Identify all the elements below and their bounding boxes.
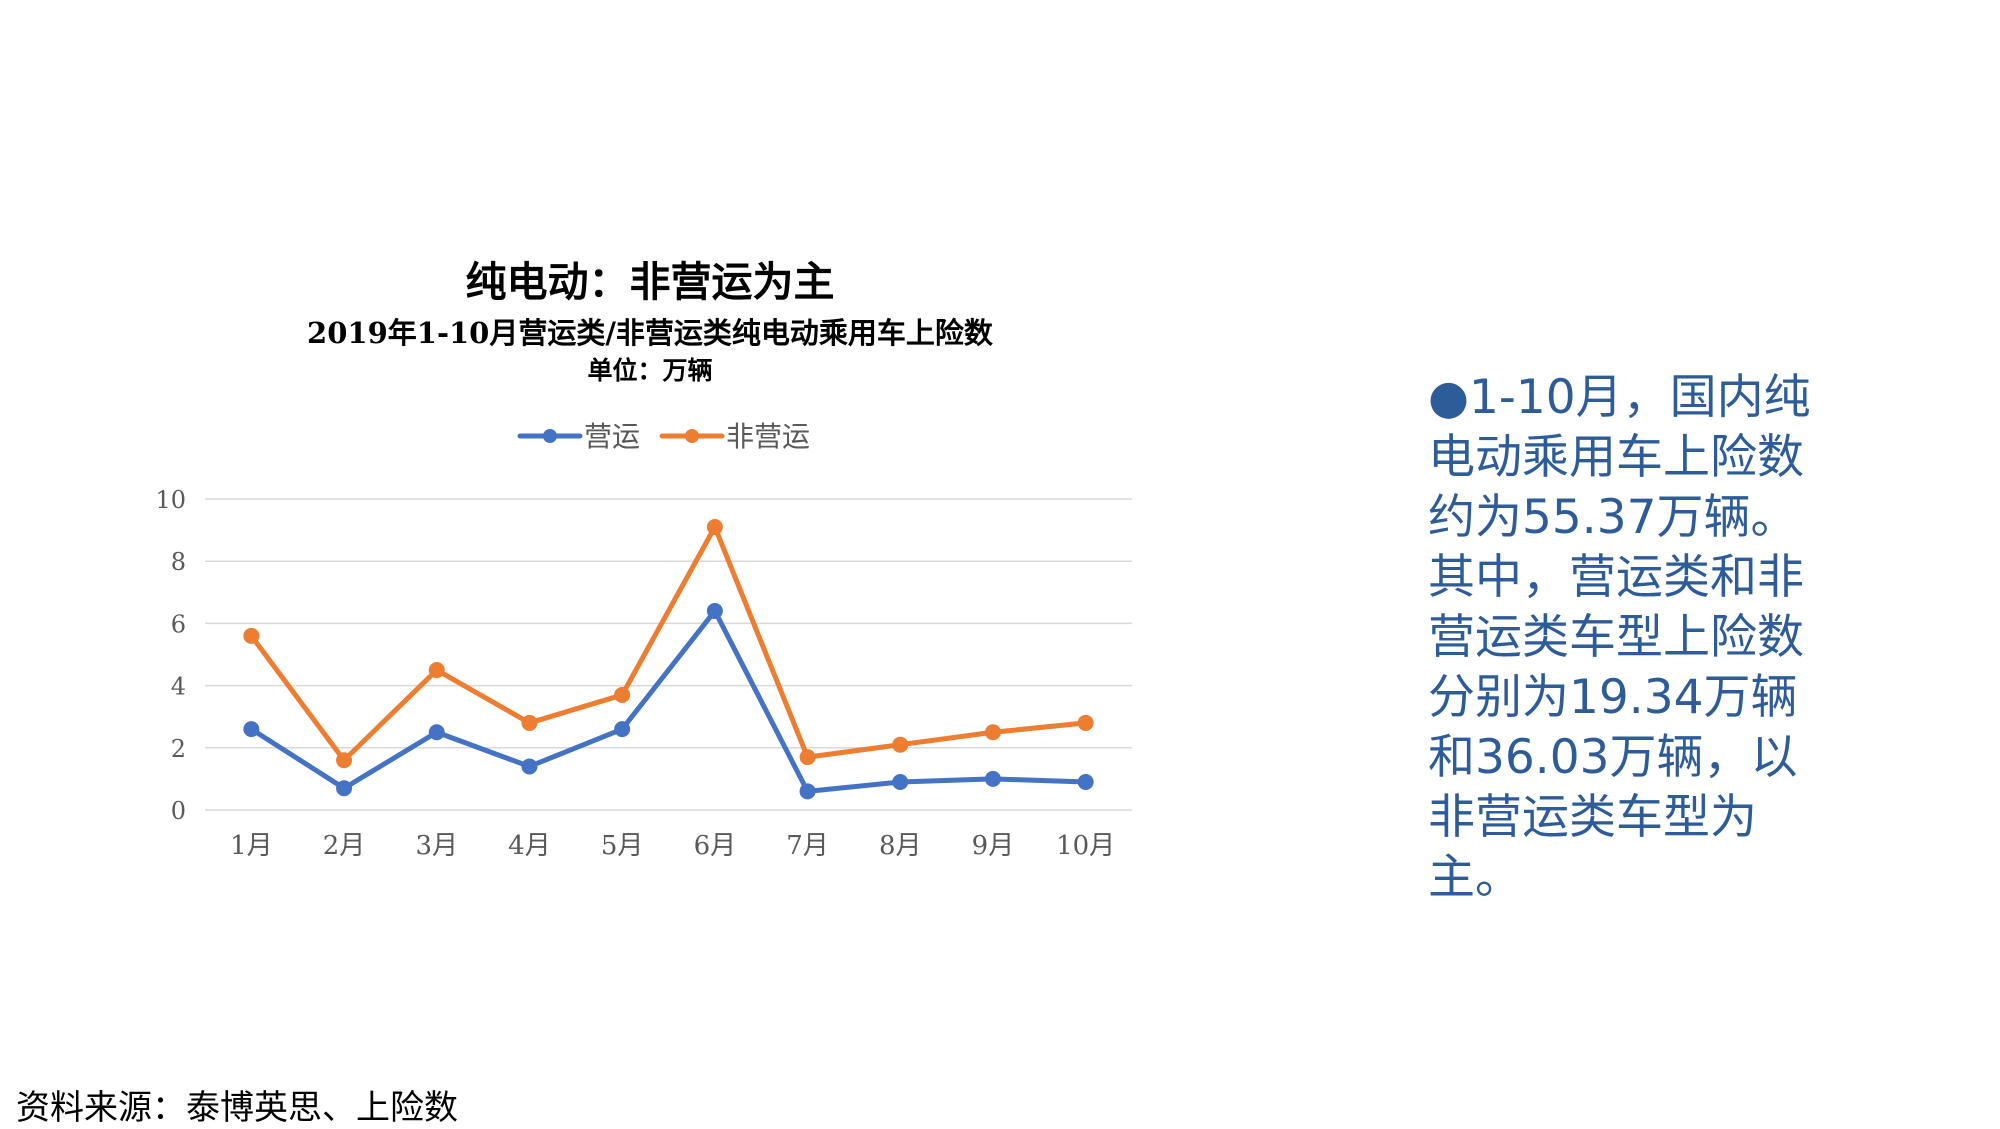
x-tick-label: 7月 (786, 831, 829, 861)
data-point (428, 724, 445, 741)
y-tick-label: 0 (171, 797, 186, 825)
data-point (1077, 774, 1094, 791)
data-point (614, 721, 631, 738)
data-point (984, 770, 1001, 787)
x-tick-label: 5月 (601, 831, 644, 861)
y-tick-label: 4 (171, 673, 186, 701)
data-point (984, 724, 1001, 741)
line-chart: 0 2 4 6 8 10 1月 2月 3月 4月 5月 6月 7月 8月 9月 10月 营运 非营运 (155, 420, 1132, 861)
y-tick-label: 8 (171, 548, 186, 576)
legend-label: 非营运 (726, 420, 810, 453)
data-point (706, 602, 723, 619)
data-point (892, 736, 909, 753)
y-tick-label: 2 (171, 735, 186, 763)
series-line (248, 524, 1089, 763)
chart-unit-label: 单位：万辆 (587, 356, 713, 385)
x-tick-label: 9月 (972, 831, 1015, 861)
x-tick-label: 6月 (694, 831, 737, 861)
legend-marker (685, 429, 699, 443)
data-point (892, 774, 909, 791)
legend-label: 营运 (584, 420, 640, 453)
x-tick-label: 3月 (415, 831, 458, 861)
x-tick-label: 1月 (230, 831, 273, 861)
data-point (243, 721, 260, 738)
series-line (248, 608, 1089, 794)
y-tick-label: 10 (155, 486, 186, 514)
x-tick-label: 8月 (879, 831, 922, 861)
data-point (336, 752, 353, 769)
y-tick-label: 6 (171, 610, 186, 638)
data-point (243, 627, 260, 644)
data-point (799, 749, 816, 766)
legend-marker (543, 429, 557, 443)
x-tick-label: 2月 (323, 831, 366, 861)
data-point (799, 783, 816, 800)
x-tick-label: 10月 (1056, 831, 1115, 861)
source-note: 资料来源：泰博英思、上险数 (16, 1088, 458, 1128)
x-tick-label: 4月 (508, 831, 551, 861)
data-point (1077, 714, 1094, 731)
data-point (521, 758, 538, 775)
summary-text: ●1-10月，国内纯 电动乘用车上险数 约为55.37万辆。 其中，营运类和非 … (1428, 370, 1811, 905)
data-point (428, 662, 445, 679)
data-point (706, 518, 723, 535)
chart-subtitle: 2019年1-10月营运类/非营运类纯电动乘用车上险数 (307, 316, 993, 350)
data-point (336, 780, 353, 797)
chart-title: 纯电动：非营运为主 (465, 258, 835, 306)
data-point (521, 714, 538, 731)
data-point (614, 686, 631, 703)
